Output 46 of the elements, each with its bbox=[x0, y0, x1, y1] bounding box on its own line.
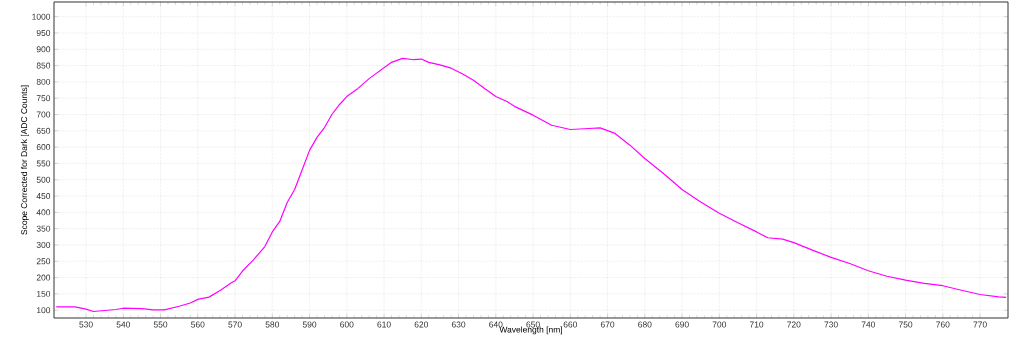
y-tick-label: 200 bbox=[36, 274, 51, 281]
x-tick-label: 560 bbox=[191, 321, 205, 328]
y-tick-label: 950 bbox=[36, 29, 51, 36]
x-axis-title: Wavelength [nm] bbox=[499, 326, 562, 335]
x-tick-label: 570 bbox=[228, 321, 242, 328]
x-tick-label: 730 bbox=[824, 321, 838, 328]
x-tick-label: 640 bbox=[489, 321, 503, 328]
x-tick-label: 580 bbox=[265, 321, 280, 328]
y-tick-label: 1000 bbox=[32, 13, 51, 20]
x-tick-label: 530 bbox=[79, 321, 93, 328]
x-tick-label: 700 bbox=[712, 321, 727, 328]
x-tick-label: 770 bbox=[973, 321, 987, 328]
x-tick-label: 600 bbox=[340, 321, 354, 328]
y-tick-label: 700 bbox=[36, 111, 51, 118]
y-tick-label: 400 bbox=[36, 209, 51, 216]
y-tick-label: 550 bbox=[36, 160, 51, 167]
y-tick-label: 350 bbox=[36, 225, 51, 232]
y-tick-label: 450 bbox=[36, 193, 51, 200]
x-tick-label: 710 bbox=[749, 321, 764, 328]
x-tick-label: 610 bbox=[377, 321, 391, 328]
x-tick-label: 650 bbox=[526, 321, 540, 328]
y-axis-title: Scope Corrected for Dark [ADC Counts] bbox=[20, 85, 29, 235]
x-tick-label: 660 bbox=[563, 321, 578, 328]
x-tick-label: 540 bbox=[116, 321, 131, 328]
y-tick-label: 500 bbox=[36, 176, 51, 183]
y-tick-label: 300 bbox=[36, 241, 51, 248]
x-tick-label: 680 bbox=[638, 321, 652, 328]
x-tick-label: 740 bbox=[861, 321, 876, 328]
y-tick-label: 650 bbox=[36, 127, 51, 134]
x-tick-label: 720 bbox=[787, 321, 801, 328]
x-tick-label: 760 bbox=[936, 321, 950, 328]
y-tick-label: 750 bbox=[36, 95, 51, 102]
y-tick-label: 800 bbox=[36, 78, 51, 85]
y-tick-label: 850 bbox=[36, 62, 51, 69]
y-tick-label: 600 bbox=[36, 144, 51, 151]
x-tick-label: 620 bbox=[414, 321, 429, 328]
y-tick-label: 150 bbox=[36, 290, 51, 297]
y-tick-label: 100 bbox=[36, 307, 51, 314]
y-tick-label: 900 bbox=[36, 46, 51, 53]
x-tick-label: 550 bbox=[153, 321, 168, 328]
y-tick-label: 250 bbox=[36, 258, 51, 265]
x-tick-label: 590 bbox=[302, 321, 317, 328]
x-tick-label: 630 bbox=[451, 321, 466, 328]
x-tick-label: 670 bbox=[600, 321, 615, 328]
x-tick-label: 690 bbox=[675, 321, 689, 328]
x-tick-label: 750 bbox=[898, 321, 913, 328]
